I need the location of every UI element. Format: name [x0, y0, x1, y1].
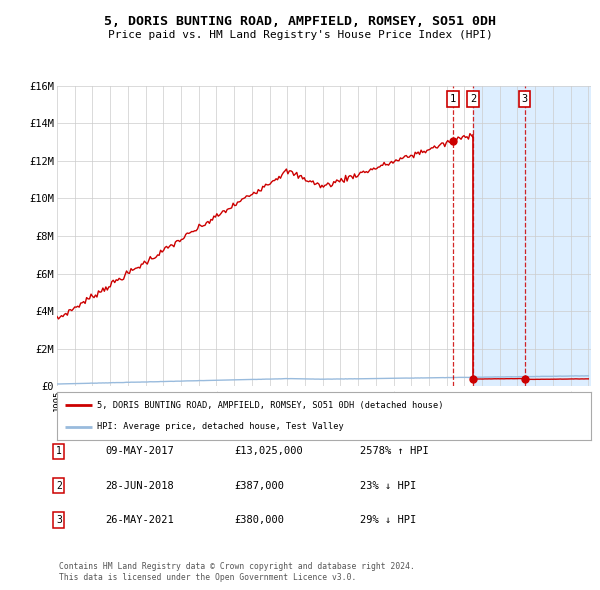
Text: £387,000: £387,000 [234, 481, 284, 490]
Text: This data is licensed under the Open Government Licence v3.0.: This data is licensed under the Open Gov… [59, 573, 356, 582]
Text: 1: 1 [56, 447, 62, 456]
Text: £380,000: £380,000 [234, 515, 284, 525]
Text: HPI: Average price, detached house, Test Valley: HPI: Average price, detached house, Test… [97, 422, 344, 431]
Text: 2578% ↑ HPI: 2578% ↑ HPI [360, 447, 429, 456]
Text: 5, DORIS BUNTING ROAD, AMPFIELD, ROMSEY, SO51 0DH: 5, DORIS BUNTING ROAD, AMPFIELD, ROMSEY,… [104, 15, 496, 28]
Text: 2: 2 [56, 481, 62, 490]
Text: 5, DORIS BUNTING ROAD, AMPFIELD, ROMSEY, SO51 0DH (detached house): 5, DORIS BUNTING ROAD, AMPFIELD, ROMSEY,… [97, 401, 443, 409]
Text: Contains HM Land Registry data © Crown copyright and database right 2024.: Contains HM Land Registry data © Crown c… [59, 562, 415, 571]
Text: 2: 2 [470, 94, 476, 104]
Text: 3: 3 [56, 515, 62, 525]
Text: 26-MAY-2021: 26-MAY-2021 [105, 515, 174, 525]
Text: Price paid vs. HM Land Registry's House Price Index (HPI): Price paid vs. HM Land Registry's House … [107, 30, 493, 40]
Text: 29% ↓ HPI: 29% ↓ HPI [360, 515, 416, 525]
Text: 28-JUN-2018: 28-JUN-2018 [105, 481, 174, 490]
Text: 23% ↓ HPI: 23% ↓ HPI [360, 481, 416, 490]
Text: 1: 1 [450, 94, 456, 104]
Text: £13,025,000: £13,025,000 [234, 447, 303, 456]
Text: 09-MAY-2017: 09-MAY-2017 [105, 447, 174, 456]
Text: 3: 3 [521, 94, 528, 104]
Bar [473, 86, 597, 386]
